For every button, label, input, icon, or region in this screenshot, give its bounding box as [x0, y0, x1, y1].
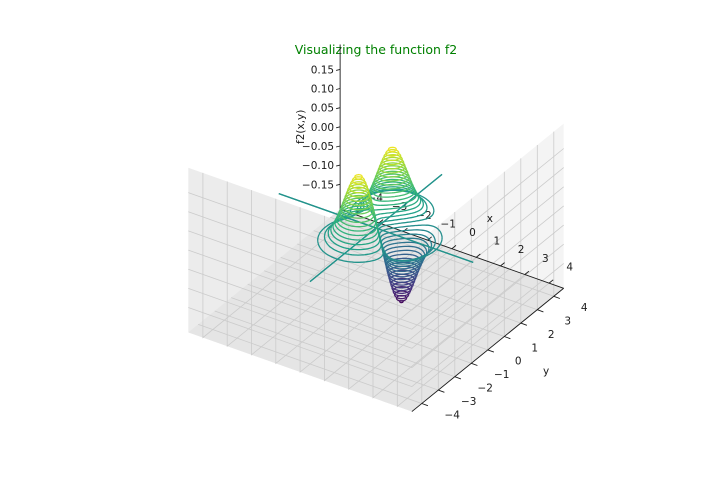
grid-line-x: [348, 224, 501, 391]
contour-level: [354, 146, 398, 180]
z-axis-tick: [335, 183, 341, 186]
y-axis-tick: [454, 376, 462, 380]
grid-line-x: [299, 207, 453, 373]
z-axis-tick-label: 0.10: [311, 84, 334, 96]
y-axis-tick: [504, 336, 511, 340]
grid-line-x: [251, 190, 404, 356]
axes-panes: [188, 123, 564, 412]
z-axis-tick: [335, 68, 341, 71]
contour-surface: [278, 146, 474, 304]
grid-line-z: [188, 263, 564, 388]
z-axis-tick-label: 0.00: [311, 122, 334, 134]
x-axis-tick-label: −1: [440, 218, 455, 230]
z-axis-tick-label: −0.15: [302, 179, 334, 191]
x-axis-tick: [500, 262, 505, 267]
z-axis-tick: [335, 107, 341, 110]
chart-title: Visualizing the function f2: [295, 42, 458, 57]
x-axis-tick: [475, 253, 481, 258]
z-axis-tick: [335, 164, 341, 167]
contour-level: [330, 186, 422, 246]
y-axis-line: [411, 287, 564, 412]
z-axis-tick: [335, 126, 341, 129]
grid-line-x: [372, 233, 526, 399]
grid-line-x: [323, 215, 477, 382]
grid-line-z: [188, 167, 564, 292]
y-axis-tick-label: 2: [548, 329, 555, 341]
y-axis-tick-label: −3: [461, 396, 476, 408]
grid-line-x: [226, 181, 380, 348]
grid-line-z: [188, 186, 564, 311]
y-axis-tick: [520, 322, 528, 326]
grid-line-z: [188, 243, 564, 368]
y-axis-tick: [421, 403, 429, 407]
x-axis-tick-label: 3: [542, 253, 549, 265]
y-axis-tick-label: 1: [531, 342, 538, 354]
grid-line-x: [275, 198, 428, 365]
z-axis-tick-label: 0.05: [311, 103, 334, 115]
x-axis-tick: [548, 279, 554, 284]
y-axis-tick: [553, 295, 561, 299]
contour-level: [351, 148, 400, 185]
axes-ticks: −4−3−2−101234−4−3−2−101234−0.15−0.10−0.0…: [302, 64, 588, 421]
z-axis-tick: [335, 88, 341, 90]
x-axis-label: x: [487, 213, 493, 225]
y-axis-tick-label: −4: [444, 409, 460, 421]
x-axis-tick: [378, 219, 384, 224]
y-axis-tick-label: 0: [515, 356, 522, 368]
z-axis-tick-label: −0.05: [302, 141, 334, 153]
x-axis-tick-label: 0: [469, 227, 476, 239]
grid-line-z: [188, 224, 564, 349]
y-axis-tick-label: −2: [477, 383, 492, 395]
x-axis-tick-label: 4: [566, 261, 573, 273]
z-axis-label: f2(x,y): [295, 110, 307, 144]
y-axis-tick-label: 3: [564, 316, 571, 328]
x-axis-tick-label: 2: [518, 244, 525, 256]
z-axis-tick: [335, 145, 341, 148]
y-axis-tick: [471, 362, 478, 366]
z-axis-tick-label: −0.10: [302, 160, 334, 172]
x-axis-line: [339, 208, 564, 289]
y-axis-label: y: [543, 366, 549, 378]
y-axis-tick: [537, 309, 544, 313]
y-axis-tick-label: 4: [581, 302, 588, 314]
z-axis-tick-label: 0.15: [311, 64, 334, 76]
x-axis-tick: [524, 270, 530, 275]
x-axis-tick: [427, 236, 432, 241]
grid-line-z: [188, 205, 564, 330]
y-axis-tick: [487, 349, 495, 353]
x-axis-tick: [451, 245, 457, 250]
x-axis-tick-label: 1: [493, 236, 500, 248]
y-axis-tick: [438, 389, 445, 393]
axes-lines: [339, 44, 564, 412]
y-axis-tick-label: −1: [494, 369, 509, 381]
grid-line-x: [202, 172, 355, 339]
